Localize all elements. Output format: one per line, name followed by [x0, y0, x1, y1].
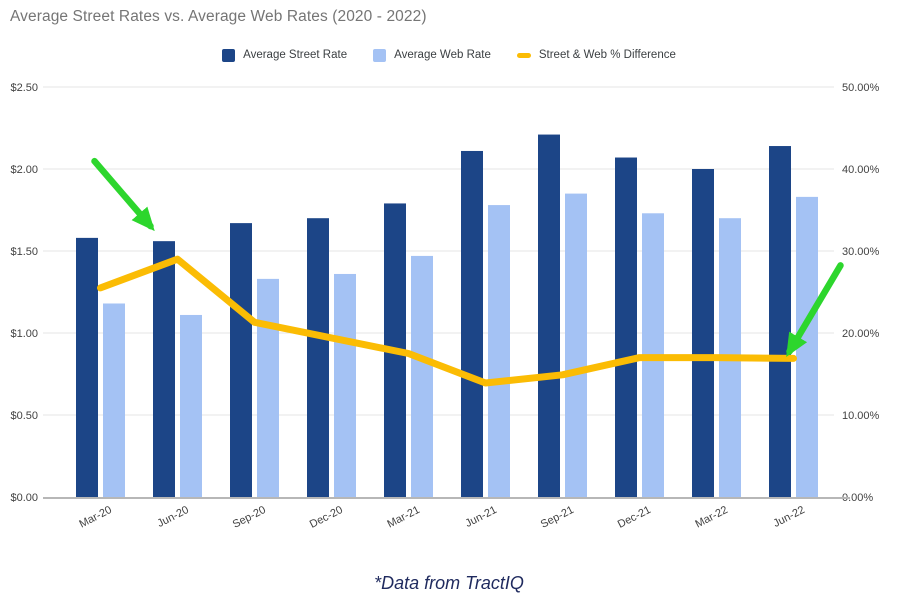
right-axis-tick-label: 10.00%	[842, 410, 880, 422]
left-axis-tick-label: $1.00	[10, 328, 38, 340]
left-axis-tick-label: $0.00	[10, 492, 38, 504]
legend-label-pct-difference: Street & Web % Difference	[538, 49, 676, 61]
street-rate-bar-Jun-22	[769, 146, 791, 498]
legend-label-web-rate: Average Web Rate	[394, 49, 491, 61]
legend-label-street-rate: Average Street Rate	[243, 49, 348, 61]
x-axis-label-Jun-20: Jun-20	[155, 504, 190, 530]
x-axis-label-Jun-21: Jun-21	[463, 504, 498, 530]
green-arrow-annotation-2	[786, 262, 844, 358]
green-arrow-annotation-1	[91, 157, 155, 232]
data-source-note: *Data from TractIQ	[374, 573, 524, 593]
right-axis-tick-label: 0.00%	[842, 492, 873, 504]
chart-legend: Average Street Rate Average Web Rate Str…	[0, 46, 898, 64]
web-rate-bar-Dec-20	[334, 273, 356, 497]
web-rate-bar-Mar-21	[411, 255, 433, 497]
street-rate-swatch	[222, 48, 236, 62]
pct-difference-line	[97, 255, 797, 387]
x-axis-label-Sep-20: Sep-20	[231, 504, 268, 531]
x-axis-label-Mar-22: Mar-22	[693, 504, 729, 531]
street-rate-bar-Sep-20	[230, 223, 252, 497]
web-rate-bar-Jun-20	[180, 314, 202, 497]
web-rate-bars	[103, 193, 818, 497]
x-axis-label-Dec-20: Dec-20	[308, 504, 345, 531]
x-axis-label-Sep-21: Sep-21	[539, 504, 576, 531]
chart-title: Average Street Rates vs. Average Web Rat…	[10, 8, 427, 25]
legend-item-web-rate: Average Web Rate	[373, 48, 491, 62]
street-rate-bar-Dec-20	[307, 218, 329, 497]
street-rate-bar-Mar-22	[692, 169, 714, 497]
left-axis-tick-label: $0.50	[10, 410, 38, 422]
right-axis-tick-label: 20.00%	[842, 328, 880, 340]
web-rate-bar-Mar-20	[103, 303, 125, 497]
right-axis-tick-label: 40.00%	[842, 164, 880, 176]
left-axis-tick-label: $2.50	[10, 82, 38, 94]
left-axis-tick-label: $1.50	[10, 246, 38, 258]
x-axis-label-Mar-21: Mar-21	[385, 504, 421, 531]
legend-item-street-rate: Average Street Rate	[222, 48, 348, 62]
web-rate-swatch	[373, 48, 387, 62]
street-rate-bar-Jun-20	[153, 241, 175, 497]
street-rate-bar-Dec-21	[615, 157, 637, 497]
right-axis-tick-label: 30.00%	[842, 246, 880, 258]
street-rate-bar-Sep-21	[538, 134, 560, 497]
x-axis-label-Dec-21: Dec-21	[616, 504, 653, 531]
left-axis-tick-label: $2.00	[10, 164, 38, 176]
web-rate-bar-Jun-22	[796, 196, 818, 497]
street-rate-bar-Mar-20	[76, 237, 98, 497]
right-axis-tick-label: 50.00%	[842, 82, 880, 94]
x-axis-label-Mar-20: Mar-20	[77, 504, 113, 531]
street-rate-bar-Jun-21	[461, 150, 483, 497]
legend-item-pct-difference: Street & Web % Difference	[516, 49, 676, 61]
web-rate-bar-Sep-20	[257, 278, 279, 497]
pct-difference-swatch	[516, 52, 531, 58]
x-axis-label-Jun-22: Jun-22	[771, 504, 806, 530]
web-rate-bar-Jun-21	[488, 205, 510, 497]
web-rate-bar-Sep-21	[565, 193, 587, 497]
